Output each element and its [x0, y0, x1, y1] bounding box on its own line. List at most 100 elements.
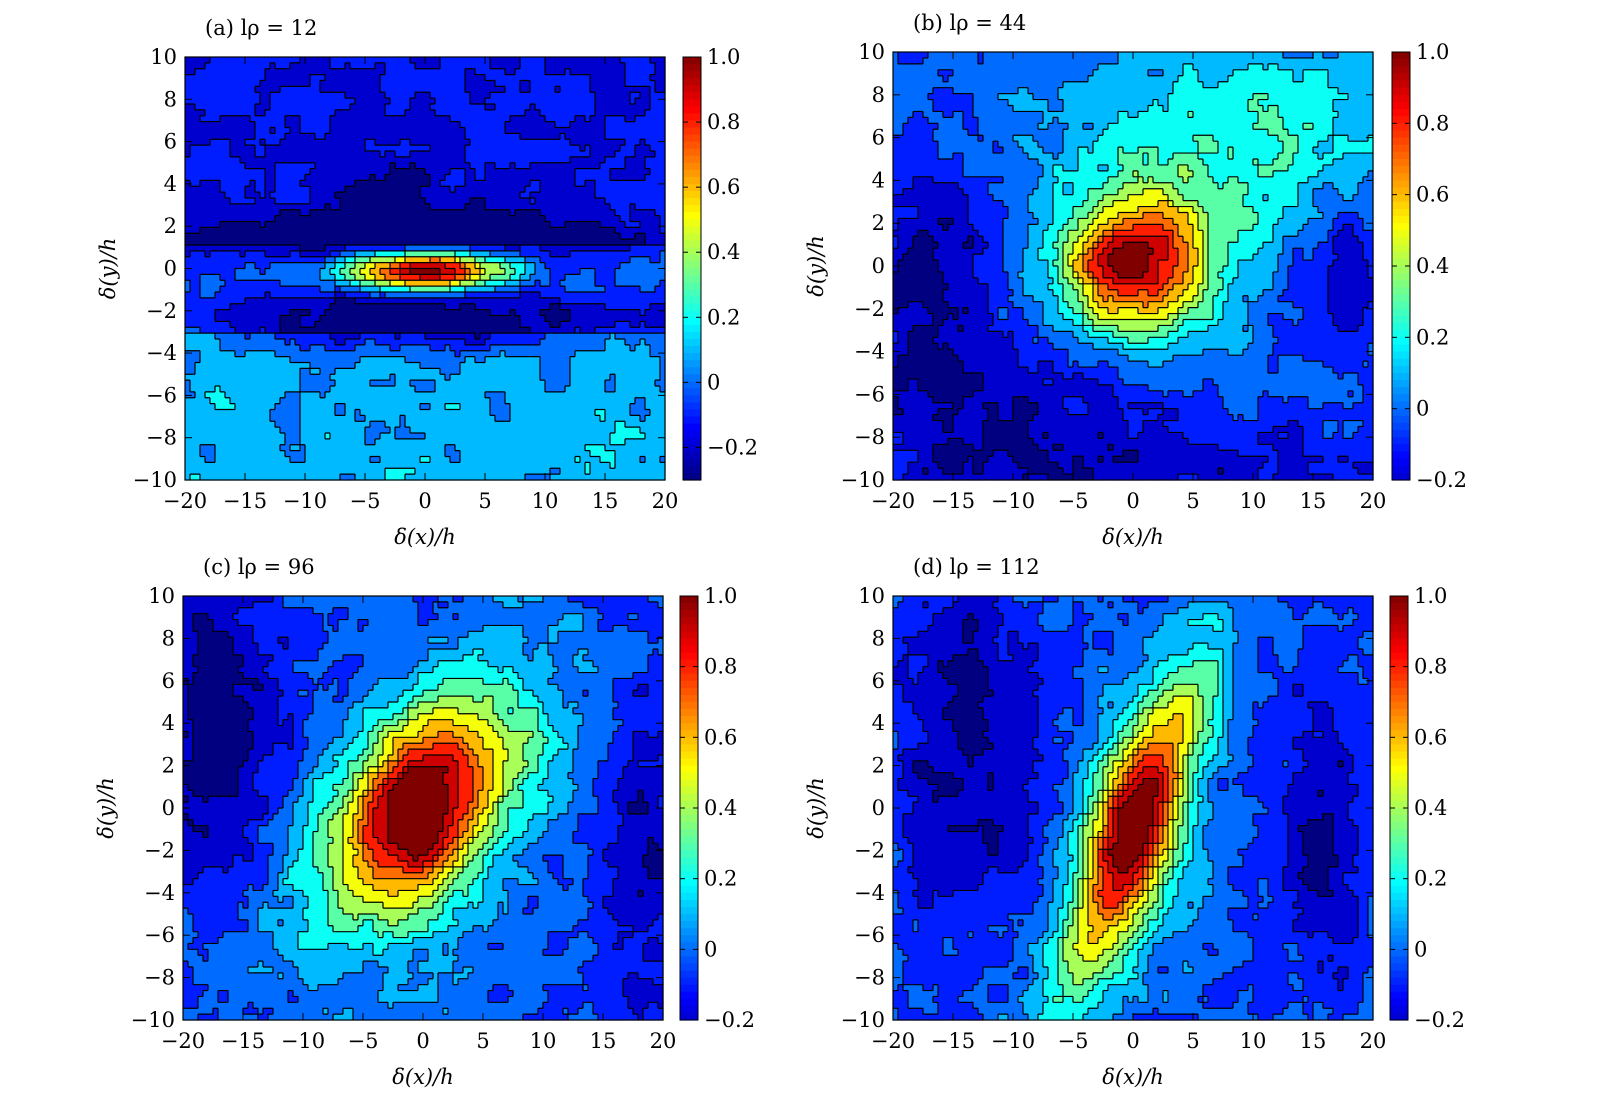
heatmap-cell	[510, 104, 516, 110]
heatmap-cell	[450, 310, 456, 316]
heatmap-cell	[190, 169, 196, 175]
heatmap-cell	[630, 186, 636, 192]
heatmap-cell	[525, 169, 531, 175]
heatmap-cell	[495, 75, 501, 81]
heatmap-cell	[550, 75, 556, 81]
heatmap-cell	[435, 227, 441, 233]
heatmap-cell	[520, 175, 526, 181]
heatmap-cell	[530, 210, 536, 216]
heatmap-cell	[620, 151, 626, 157]
heatmap-cell	[510, 216, 516, 222]
heatmap-cell	[305, 204, 311, 210]
heatmap-cell	[480, 233, 486, 239]
heatmap-cell	[320, 110, 326, 116]
heatmap-cell	[475, 198, 481, 204]
heatmap-cell	[420, 69, 426, 75]
heatmap-cell	[570, 98, 576, 104]
heatmap-cell	[300, 186, 306, 192]
heatmap-cell	[615, 198, 621, 204]
heatmap-cell	[535, 63, 541, 69]
heatmap-cell	[235, 304, 241, 310]
heatmap-cell	[545, 345, 551, 351]
heatmap-cell	[250, 169, 256, 175]
heatmap-cell	[595, 145, 601, 151]
heatmap-cell	[350, 233, 356, 239]
heatmap-cell	[520, 157, 526, 163]
heatmap-cell	[470, 316, 476, 322]
heatmap-cell	[625, 351, 631, 357]
heatmap-cell	[580, 128, 586, 134]
heatmap-cell	[225, 357, 231, 363]
heatmap-cell	[525, 128, 531, 134]
heatmap-cell	[430, 357, 436, 363]
heatmap-cell	[360, 198, 366, 204]
heatmap-cell	[190, 216, 196, 222]
heatmap-cell	[605, 257, 611, 263]
heatmap-cell	[290, 180, 296, 186]
heatmap-cell	[385, 104, 391, 110]
heatmap-cell	[455, 157, 461, 163]
heatmap-cell	[555, 75, 561, 81]
heatmap-cell	[580, 233, 586, 239]
heatmap-cell	[345, 128, 351, 134]
heatmap-cell	[275, 151, 281, 157]
heatmap-cell	[400, 98, 406, 104]
heatmap-cell	[245, 63, 251, 69]
heatmap-cell	[530, 233, 536, 239]
heatmap-cell	[500, 145, 506, 151]
heatmap-cell	[275, 339, 281, 345]
heatmap-cell	[645, 292, 651, 298]
heatmap-cell	[475, 327, 481, 333]
heatmap-cell	[355, 139, 361, 145]
heatmap-cell	[445, 92, 451, 98]
heatmap-cell	[380, 81, 386, 87]
heatmap-cell	[520, 316, 526, 322]
heatmap-cell	[625, 292, 631, 298]
heatmap-cell	[615, 81, 621, 87]
heatmap-cell	[595, 357, 601, 363]
heatmap-cell	[455, 339, 461, 345]
heatmap-cell	[455, 357, 461, 363]
heatmap-cell	[415, 104, 421, 110]
heatmap-cell	[500, 216, 506, 222]
heatmap-cell	[610, 316, 616, 322]
heatmap-cell	[205, 186, 211, 192]
heatmap-cell	[465, 75, 471, 81]
heatmap-cell	[655, 286, 661, 292]
heatmap-cell	[595, 128, 601, 134]
heatmap-cell	[400, 316, 406, 322]
heatmap-cell	[540, 175, 546, 181]
heatmap-cell	[415, 122, 421, 128]
heatmap-cell	[600, 227, 606, 233]
heatmap-cell	[495, 304, 501, 310]
heatmap-cell	[275, 245, 281, 251]
heatmap-cell	[450, 98, 456, 104]
heatmap-cell	[360, 86, 366, 92]
heatmap-cell	[285, 216, 291, 222]
heatmap-cell	[485, 186, 491, 192]
heatmap-cell	[430, 175, 436, 181]
heatmap-cell	[250, 210, 256, 216]
heatmap-cell	[190, 145, 196, 151]
heatmap-cell	[370, 81, 376, 87]
heatmap-cell	[395, 339, 401, 345]
heatmap-cell	[615, 357, 621, 363]
heatmap-cell	[285, 139, 291, 145]
heatmap-cell	[625, 251, 631, 257]
heatmap-cell	[275, 133, 281, 139]
heatmap-cell	[330, 169, 336, 175]
heatmap-cell	[445, 227, 451, 233]
heatmap-cell	[275, 92, 281, 98]
heatmap-cell	[200, 345, 206, 351]
heatmap-cell	[645, 69, 651, 75]
heatmap-cell	[190, 251, 196, 257]
heatmap-cell	[520, 180, 526, 186]
heatmap-cell	[240, 286, 246, 292]
heatmap-cell	[235, 128, 241, 134]
heatmap-cell	[355, 128, 361, 134]
heatmap-cell	[470, 157, 476, 163]
heatmap-cell	[635, 192, 641, 198]
heatmap-cell	[495, 198, 501, 204]
heatmap-cell	[560, 104, 566, 110]
heatmap-cell	[375, 104, 381, 110]
